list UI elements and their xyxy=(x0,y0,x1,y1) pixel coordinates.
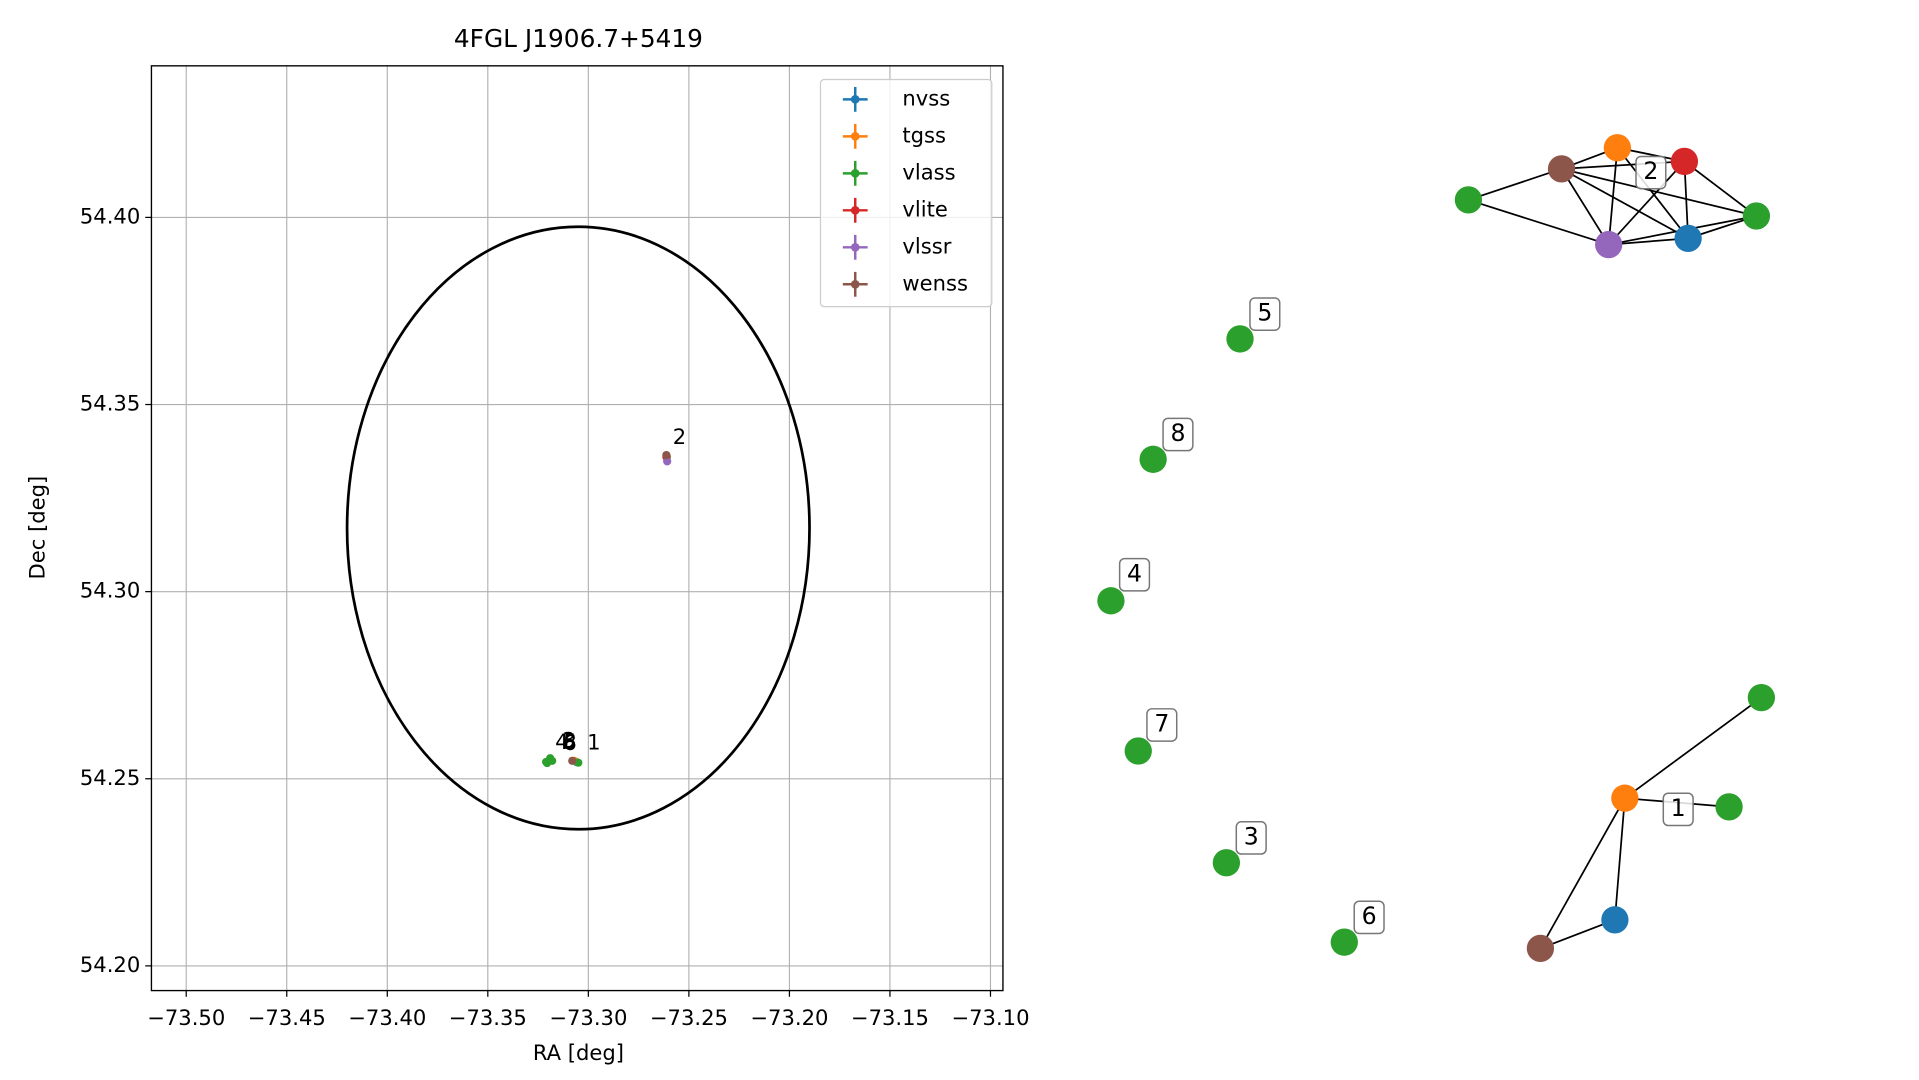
graph-edge xyxy=(1683,160,1757,217)
legend-marker xyxy=(850,242,860,252)
node-label: 5 xyxy=(1257,299,1272,327)
y-tick-label: 54.25 xyxy=(80,765,140,790)
graph-node xyxy=(1212,849,1241,877)
legend-marker xyxy=(850,131,860,141)
plot-frame xyxy=(150,65,1004,992)
node-label-box xyxy=(1635,155,1667,190)
x-tick-label: −73.45 xyxy=(248,1005,326,1030)
node-label-box xyxy=(1249,297,1281,331)
graph-node xyxy=(1097,587,1125,615)
node-label: 1 xyxy=(1671,794,1686,822)
x-tick-label: −73.25 xyxy=(650,1005,728,1030)
node-label-box xyxy=(1146,708,1178,742)
legend-marker xyxy=(850,95,860,104)
x-tick-label: −73.10 xyxy=(951,1005,1029,1030)
graph-node xyxy=(1124,737,1152,765)
node-label: 4 xyxy=(1127,559,1142,587)
graph-node xyxy=(1747,683,1776,712)
node-label-box xyxy=(1118,557,1151,592)
node-label-box xyxy=(1353,900,1385,935)
x-tick-label: −73.30 xyxy=(549,1005,627,1030)
annotation: 3 xyxy=(562,728,575,753)
node-label-box xyxy=(1162,417,1194,452)
legend-marker xyxy=(850,279,860,289)
graph-edge xyxy=(1539,797,1626,949)
graph-node xyxy=(1603,134,1632,162)
data-point xyxy=(662,450,671,460)
graph-node xyxy=(1526,934,1555,963)
graph-edge xyxy=(1561,168,1689,240)
annotation: 4 xyxy=(555,729,568,754)
annotation: 2 xyxy=(673,424,686,449)
graph-node xyxy=(1715,793,1743,821)
x-tick-label: −73.35 xyxy=(449,1005,527,1030)
x-tick-label: −73.15 xyxy=(851,1005,929,1030)
legend-label: vlite xyxy=(902,196,947,221)
legend-marker xyxy=(850,205,860,215)
graph-node xyxy=(1742,202,1771,230)
graph-edge xyxy=(1560,168,1610,246)
graph-node xyxy=(1547,155,1576,183)
graph-node xyxy=(1674,224,1702,253)
annotation: 1 xyxy=(587,730,600,755)
node-label: 7 xyxy=(1154,709,1169,737)
annotation: 6 xyxy=(563,730,576,755)
graph-node xyxy=(1595,230,1623,259)
node-label: 2 xyxy=(1643,157,1658,185)
graph-edge xyxy=(1614,798,1626,920)
legend-label: nvss xyxy=(902,85,950,110)
legend-label: wenss xyxy=(902,270,968,295)
error-ellipse xyxy=(345,225,811,831)
graph-edge xyxy=(1607,147,1619,245)
annotation: 8 xyxy=(563,730,576,755)
node-label: 3 xyxy=(1244,822,1259,850)
legend-label: tgss xyxy=(902,122,946,147)
graph-node xyxy=(1139,445,1167,473)
data-point xyxy=(663,457,672,466)
graph-edge xyxy=(1624,696,1762,799)
y-axis-label: Dec [deg] xyxy=(24,476,49,580)
y-tick-label: 54.35 xyxy=(80,391,140,416)
graph-edge xyxy=(1608,160,1686,246)
y-tick-label: 54.20 xyxy=(80,952,140,977)
graph-node xyxy=(1670,147,1699,176)
data-point xyxy=(543,758,552,768)
node-label-box xyxy=(1235,821,1267,855)
chart-title: 4FGL J1906.7+5419 xyxy=(454,24,703,53)
legend-marker xyxy=(850,168,860,178)
x-tick-label: −73.40 xyxy=(348,1005,426,1030)
graph-edge xyxy=(1616,147,1689,239)
graph-edge xyxy=(1468,168,1562,201)
graph-node xyxy=(1454,186,1483,214)
x-tick-label: −73.50 xyxy=(147,1005,225,1030)
graph-node xyxy=(1226,325,1254,353)
annotation: 5 xyxy=(563,729,576,754)
graph-node xyxy=(1601,906,1629,934)
y-tick-label: 54.40 xyxy=(80,203,140,228)
y-tick-label: 54.30 xyxy=(80,578,140,603)
graph-edge xyxy=(1561,168,1757,217)
legend-label: vlass xyxy=(902,159,955,184)
data-point xyxy=(568,756,577,765)
graph-node xyxy=(1611,784,1639,812)
node-label: 6 xyxy=(1362,902,1377,930)
legend-label: vlssr xyxy=(902,233,951,258)
graph-edge xyxy=(1468,199,1609,246)
x-axis-label: RA [deg] xyxy=(533,1040,624,1065)
node-label: 8 xyxy=(1170,419,1185,447)
node-label-box xyxy=(1662,792,1694,827)
x-tick-label: −73.20 xyxy=(750,1005,828,1030)
graph-node xyxy=(1330,928,1358,956)
